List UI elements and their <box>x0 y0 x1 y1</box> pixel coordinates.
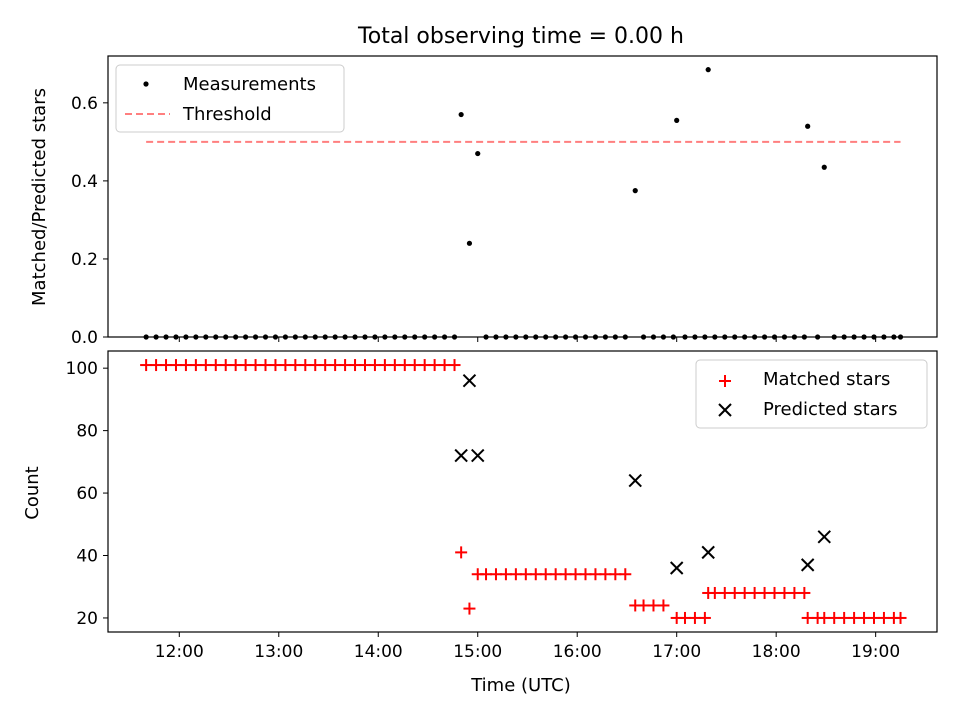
legend-matched-label: Matched stars <box>763 369 890 390</box>
ratio-y-axis-label: Matched/Predicted stars <box>29 88 50 306</box>
count-x-tick-label: 17:00 <box>652 642 701 662</box>
matched-stars-point <box>698 611 711 624</box>
measurement-point <box>475 150 481 157</box>
predicted-stars-point <box>800 558 815 572</box>
ratio-y-tick-label: 0.4 <box>71 172 98 192</box>
x-axis-label: Time (UTC) <box>470 675 571 696</box>
count-panel: 20 40 60 80 100 12:00 13:00 14:00 15:00 16:00 17:… <box>22 350 938 696</box>
matched-stars-point <box>448 359 461 372</box>
legend-threshold-label: Threshold <box>182 104 272 125</box>
ratio-legend: Measurements Threshold <box>115 64 345 133</box>
count-x-tick-label: 15:00 <box>453 642 502 662</box>
predicted-stars-point <box>628 473 642 488</box>
legend-measurements-marker <box>143 81 149 87</box>
count-x-tick-label: 13:00 <box>254 642 303 662</box>
count-y-ticks: 20 40 60 80 100 <box>66 359 108 629</box>
measurement-point <box>632 188 638 194</box>
count-x-tick-label: 18:00 <box>752 642 801 662</box>
count-y-axis-label: Count <box>22 466 43 519</box>
ratio-y-tick-label: 0.6 <box>71 94 98 114</box>
matched-stars-point <box>894 611 907 624</box>
ratio-plot-frame <box>107 55 938 338</box>
ratio-marks <box>143 67 904 340</box>
x-stroke-b <box>628 473 642 488</box>
predicted-stars-point <box>462 373 477 388</box>
ratio-y-tick-label: 0.0 <box>71 328 98 348</box>
count-plot-frame <box>107 350 938 633</box>
chart-title: Total observing time = 0.00 h <box>357 24 684 49</box>
ratio-y-tick-label: 0.2 <box>71 250 98 270</box>
measurement-point <box>466 240 473 246</box>
ratio-x-ticks <box>178 337 877 342</box>
count-legend: Matched stars Predicted stars <box>695 359 928 429</box>
x-stroke-b <box>669 561 684 575</box>
legend-predicted-label: Predicted stars <box>763 399 897 420</box>
count-x-tick-label: 12:00 <box>155 642 204 662</box>
predicted-stars-point <box>471 448 485 463</box>
predicted-stars-point <box>669 561 684 575</box>
matched-stars-point <box>798 586 811 599</box>
matched-stars-point <box>455 546 468 559</box>
ratio-legend-box <box>115 64 345 133</box>
matched-stars-point <box>463 602 476 615</box>
x-stroke-b <box>462 373 477 388</box>
predicted-stars-point <box>817 530 831 544</box>
count-x-tick-label: 14:00 <box>354 642 403 662</box>
x-stroke-b <box>800 558 815 572</box>
count-x-ticks: 12:00 13:00 14:00 15:00 16:00 17:00 18:00 19:00 <box>155 632 900 662</box>
matched-stars-point <box>657 599 670 612</box>
count-legend-box <box>695 359 928 429</box>
x-stroke-b <box>454 448 468 463</box>
x-stroke-b <box>471 448 485 463</box>
count-y-tick-label: 100 <box>66 359 98 379</box>
predicted-stars-point <box>454 448 468 463</box>
count-y-tick-label: 80 <box>76 422 98 442</box>
measurement-point <box>458 111 464 118</box>
count-x-tick-label: 19:00 <box>851 642 900 662</box>
legend-measurements-label: Measurements <box>183 74 316 95</box>
measurement-point <box>705 67 711 73</box>
measurement-point <box>821 164 827 170</box>
x-stroke-b <box>817 530 831 544</box>
x-stroke-b <box>701 545 715 560</box>
matched-stars-point <box>619 568 632 581</box>
predicted-stars-point <box>701 545 715 560</box>
count-x-tick-label: 16:00 <box>553 642 602 662</box>
ratio-y-ticks: 0.0 0.2 0.4 0.6 <box>71 94 108 348</box>
measurement-point <box>805 123 811 129</box>
count-y-tick-label: 40 <box>76 547 98 567</box>
measurement-point <box>674 117 680 123</box>
count-y-tick-label: 60 <box>76 484 98 504</box>
legend-predicted-marker <box>718 403 732 417</box>
ratio-panel: Total observing time = 0.00 h 0.00.20.40… <box>29 24 938 348</box>
legend-matched-marker <box>719 375 731 387</box>
count-marks <box>140 359 907 624</box>
count-y-tick-label: 20 <box>76 609 98 629</box>
